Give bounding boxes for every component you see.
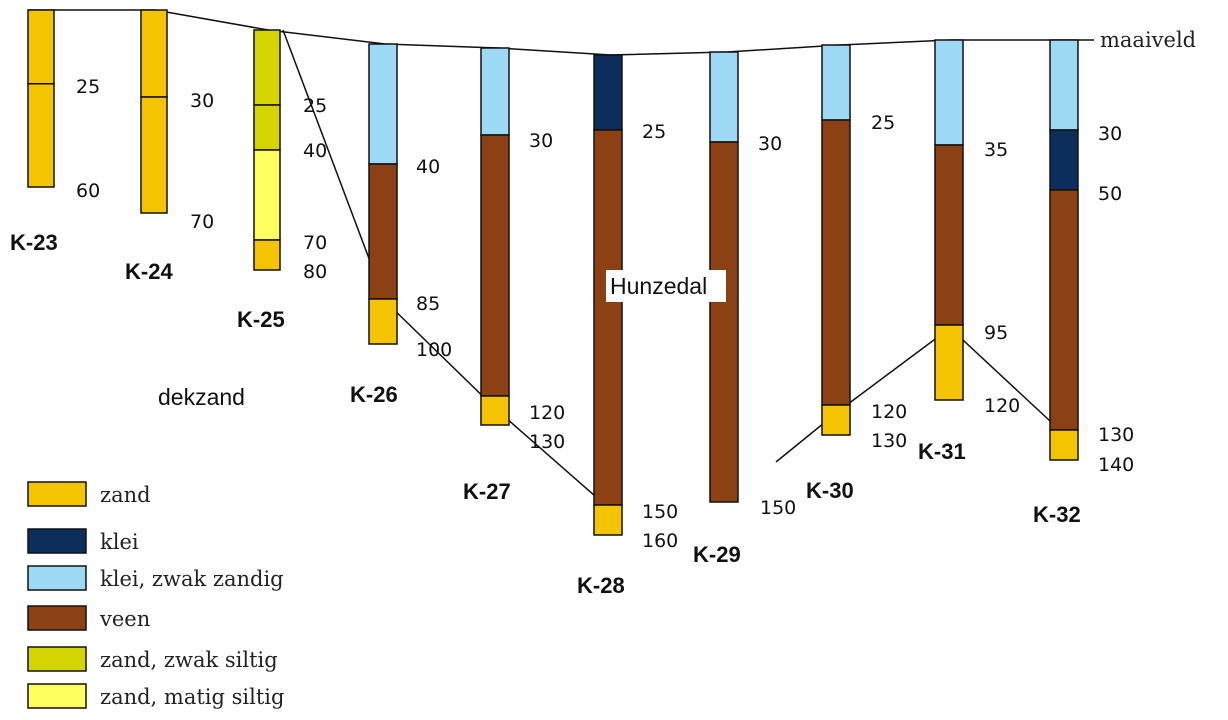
sand-boundary-line-left [282,29,612,511]
depth-label: 160 [642,530,678,552]
depth-label: 25 [303,95,327,117]
depth-label: 130 [529,431,565,453]
depth-label: 100 [416,339,452,361]
k-31-layer-zand [934,324,964,401]
maaiveld-line [28,9,1094,56]
legend-swatch-klei [27,528,87,554]
k-30-layer-zand [821,404,851,436]
legend-label-veen: veen [99,607,150,631]
dekzand-label: dekzand [158,384,245,410]
depth-label: 35 [984,139,1008,161]
k-31-layer-veen [934,144,964,326]
legend-label-klei: klei [100,530,139,554]
depth-label: 85 [416,293,440,315]
depth-label: 40 [416,156,440,178]
k-24-layer-zand [140,9,168,98]
legend: zand klei klei, zwak zandig veen zand, z… [27,481,284,709]
cores [27,9,1079,536]
k-28-layer-zand [593,504,623,536]
legend-swatch-veen [27,605,87,631]
k-25-layer-zand [253,239,281,271]
depth-label: 50 [1098,183,1122,205]
core-label-k24: K-24 [125,259,173,284]
core-label-k28: K-28 [577,573,625,598]
legend-label-zand: zand [100,483,151,507]
depth-label: 60 [76,180,100,202]
legend-swatch-zand [27,481,87,507]
hunzedal-label: Hunzedal [610,273,707,299]
core-label-k27: K-27 [463,479,511,504]
depth-label: 140 [1098,454,1134,476]
depth-label: 120 [984,395,1020,417]
legend-label-zand-zwak-siltig: zand, zwak siltig [100,648,278,672]
k-30-layer-klei-zwak-zandig [821,44,851,121]
core-label-k23: K-23 [10,230,58,255]
k-26-layer-veen [368,163,398,300]
k-26-layer-zand [368,298,398,345]
depth-label: 130 [871,430,907,452]
depth-label: 95 [984,322,1008,344]
legend-swatch-zand-zwak-siltig [27,646,87,672]
legend-swatch-klei-zwak-zandig [27,565,87,591]
k-29-layer-klei-zwak-zandig [709,51,739,143]
depth-label: 130 [1098,424,1134,446]
k-29-layer-veen [709,141,739,503]
k-25-layer-zand-matig-siltig [253,149,281,241]
depth-label: 25 [871,112,895,134]
core-label-k30: K-30 [806,478,854,503]
k-32-layer-klei-zwak-zandig [1049,39,1079,131]
k-32-layer-veen [1049,189,1079,431]
depth-label: 40 [303,140,327,162]
maaiveld-label: maaiveld [1100,28,1196,52]
depth-label: 25 [642,121,666,143]
depth-label: 150 [642,501,678,523]
core-label-k32: K-32 [1033,502,1081,527]
depth-labels: 25 60 30 70 25 40 70 80 40 85 100 30 120… [76,76,1134,552]
core-label-k25: K-25 [237,307,285,332]
k-32-layer-klei [1049,129,1079,191]
core-label-k29: K-29 [693,542,741,567]
k-25-layer-zand-zwak-siltig [253,29,281,106]
depth-label: 80 [303,261,327,283]
k-27-layer-zand [480,395,510,426]
core-label-k26: K-26 [350,382,398,407]
k-31-layer-klei-zwak-zandig [934,39,964,146]
depth-label: 25 [76,76,100,98]
depth-label: 70 [303,232,327,254]
core-label-k31: K-31 [918,439,966,464]
sand-boundary-line-right [775,327,1065,463]
depth-label: 30 [758,133,782,155]
legend-swatch-zand-matig-siltig [27,683,87,709]
depth-label: 150 [760,497,796,519]
depth-label: 30 [190,90,214,112]
depth-label: 70 [190,211,214,233]
depth-label: 30 [1098,123,1122,145]
depth-label: 30 [529,130,553,152]
k-30-layer-veen [821,119,851,406]
k-25-layer-zand-zwak-siltig [253,104,281,151]
k-23-layer-zand [27,83,55,188]
k-24-layer-zand [140,96,168,214]
legend-label-zand-matig-siltig: zand, matig siltig [100,685,284,709]
k-27-layer-veen [480,134,510,397]
legend-label-klei-zwak-zandig: klei, zwak zandig [100,567,284,591]
k-32-layer-zand [1049,429,1079,461]
k-23-layer-zand [27,9,55,85]
k-27-layer-klei-zwak-zandig [480,47,510,136]
k-28-layer-veen [593,129,623,506]
k-26-layer-klei-zwak-zandig [368,43,398,165]
k-28-layer-klei [593,54,623,131]
depth-label: 120 [529,402,565,424]
hunzedal-label-background [606,270,726,302]
depth-label: 120 [871,401,907,423]
